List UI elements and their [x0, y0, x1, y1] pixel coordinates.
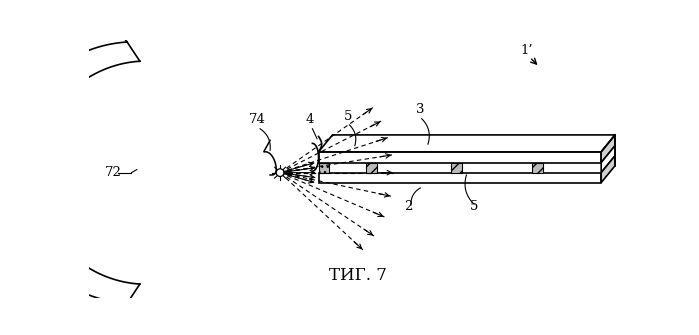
Bar — [366, 162, 377, 173]
Polygon shape — [319, 135, 615, 152]
Text: 72: 72 — [105, 166, 122, 179]
Circle shape — [276, 169, 284, 177]
Polygon shape — [601, 135, 615, 162]
Text: 74: 74 — [249, 113, 266, 126]
Bar — [319, 162, 329, 173]
Text: 3: 3 — [416, 104, 424, 116]
Polygon shape — [319, 152, 601, 162]
Text: 4: 4 — [305, 113, 314, 126]
Polygon shape — [319, 173, 601, 183]
Text: 5: 5 — [470, 200, 478, 213]
Bar — [451, 162, 462, 173]
Text: 1’: 1’ — [520, 44, 533, 57]
Polygon shape — [601, 146, 615, 173]
Text: 2: 2 — [405, 200, 413, 213]
Text: 5: 5 — [344, 110, 352, 123]
Text: ΤИГ. 7: ΤИГ. 7 — [329, 267, 387, 283]
Polygon shape — [601, 156, 615, 183]
Bar — [532, 162, 542, 173]
